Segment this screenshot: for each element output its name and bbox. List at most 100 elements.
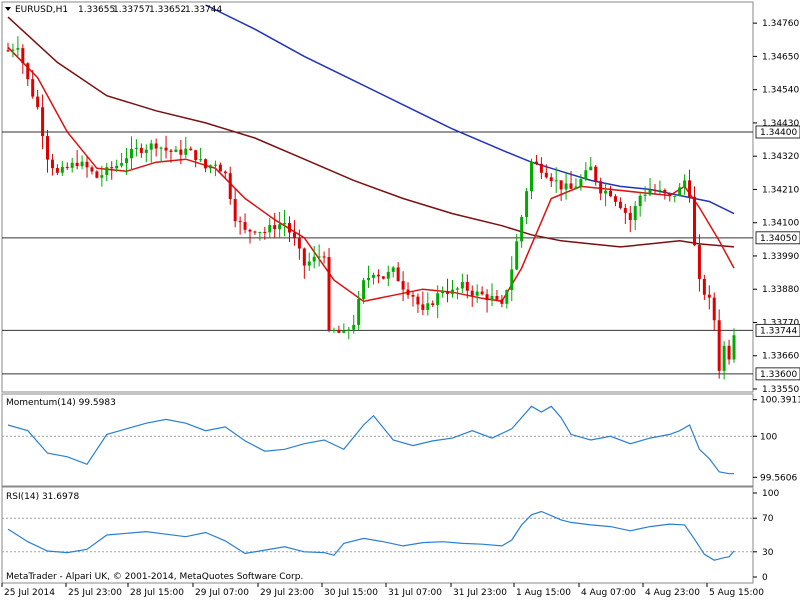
candle-bear [495,295,499,300]
candle-bull [441,291,445,294]
candle-bull [450,289,454,294]
candle-bull [199,159,203,161]
candle-bull [80,161,84,167]
ma-mid-line [7,16,735,248]
candle-bull [258,232,262,234]
candle-bull [317,256,321,258]
candle-bear [189,148,193,151]
price-tick-label: 1.34320 [762,152,799,162]
candle-bear [26,63,30,80]
time-tick-label: 30 Jul 15:00 [324,588,378,598]
candle-bull [357,299,361,325]
price-level-tag [755,231,800,245]
candle-bear [396,267,400,282]
price-panel-frame [1,1,754,393]
candle-bull [332,329,336,331]
candle-bear [702,278,706,295]
candle-bull [391,267,395,272]
candle-bear [628,212,632,221]
candle-bear [90,167,94,172]
candle-bull [633,206,637,221]
momentum-tick-label: 100 [760,432,777,442]
candle-bear [31,79,35,97]
candle-bull [604,190,608,194]
candle-bear [164,147,168,151]
candle-bear [204,159,208,169]
symbol-label: EURUSD,H1 [15,5,68,15]
candle-bull [648,189,652,195]
candle-bull [658,189,662,191]
candle-bear [327,257,331,331]
candle-bear [248,229,252,232]
candle-bear [416,296,420,305]
candle-bear [594,166,598,182]
price-tick-label: 1.34210 [762,185,799,195]
candle-bull [475,291,479,296]
candle-bull [386,271,390,279]
candle-bear [707,294,711,298]
candle-bear [470,290,474,296]
candle-bear [110,167,114,169]
candle-bear [688,180,692,197]
time-tick-label: 4 Aug 23:00 [645,588,700,598]
candle-bear [446,291,450,294]
candle-bull [490,295,494,301]
candle-bear [223,171,227,174]
candle-bull [115,165,119,169]
candle-bear [613,196,617,202]
momentum-title: Momentum(14) 99.5983 [6,398,116,408]
candle-bear [75,162,79,167]
rsi-tick-label: 70 [762,514,774,524]
price-tick-label: 1.33660 [762,352,799,362]
candle-bear [668,193,672,197]
candle-bull [208,165,212,169]
momentum-tick-label: 99.5606 [760,473,797,483]
candle-bear [480,291,484,295]
candle-bull [510,269,514,291]
candle-bear [263,232,267,234]
candle-bear [21,48,25,64]
candle-bull [436,293,440,306]
candle-bear [55,168,59,173]
price-tick-label: 1.34430 [762,119,799,129]
time-tick-label: 25 Jul 23:00 [68,588,122,598]
price-level-tag [755,367,800,381]
candle-bear [623,208,627,213]
candle-bull [722,345,726,371]
candle-bull [362,280,366,300]
momentum-tick-label: 100.3911 [760,396,800,406]
candle-bear [549,177,553,182]
candle-bull [129,148,133,159]
dropdown-arrow-icon[interactable] [5,7,11,11]
candle-bull [347,329,351,331]
momentum-line [7,405,734,475]
price-level-tag [755,323,800,337]
candle-bull [455,288,459,290]
candle-bull [120,163,124,166]
time-tick-label: 5 Aug 15:00 [709,588,764,598]
time-tick-label: 25 Jul 2014 [4,588,55,598]
rsi-tick-label: 30 [762,548,774,558]
candle-bear [534,161,538,164]
candle-bull [683,180,687,188]
price-tick-label: 1.34760 [762,19,799,29]
candle-bear [85,161,89,168]
candle-bull [213,164,217,166]
price-level-label: 1.33600 [760,370,797,380]
candle-bull [312,256,316,262]
candle-bear [46,136,50,160]
candle-bull [584,170,588,180]
candle-bear [228,173,232,200]
time-tick-label: 4 Aug 07:00 [581,588,636,598]
candle-bear [288,223,292,233]
candle-bear [421,304,425,310]
candle-bull [515,241,519,270]
candle-bear [401,281,405,290]
candle-bull [554,180,558,182]
momentum-panel-frame [1,393,754,487]
candle-bear [95,171,99,178]
candle-bull [589,166,593,171]
ohlc-close: 1.33744 [185,5,222,15]
candle-bull [678,187,682,196]
